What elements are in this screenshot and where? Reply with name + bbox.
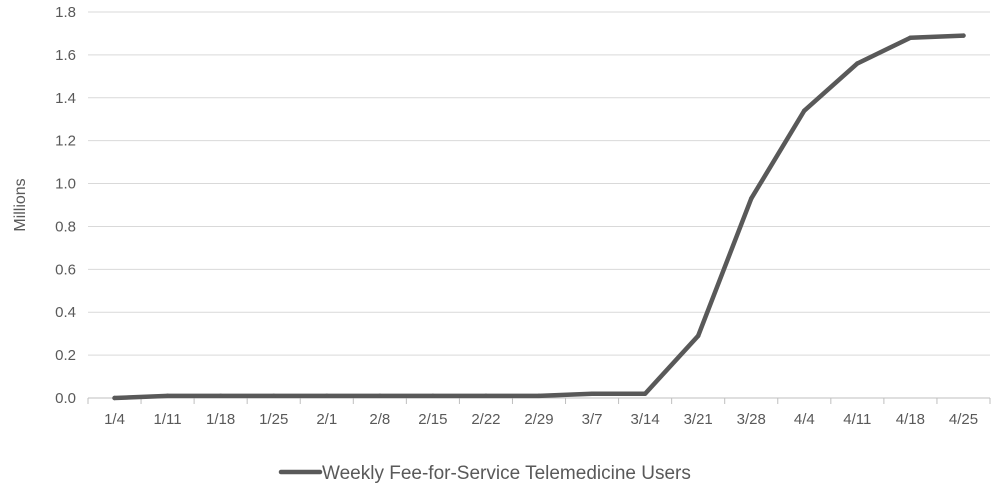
- x-tick-label: 2/29: [524, 411, 553, 428]
- legend: Weekly Fee-for-Service Telemedicine User…: [278, 463, 691, 484]
- data-point: [802, 108, 807, 113]
- x-tick-label: 4/25: [949, 411, 978, 428]
- x-tick-label: 4/11: [843, 411, 871, 428]
- data-point: [589, 391, 595, 396]
- x-tick-label: 4/18: [896, 411, 925, 428]
- x-tick-label: 1/4: [104, 411, 125, 428]
- data-point: [855, 61, 860, 66]
- data-point: [430, 393, 436, 399]
- data-point: [961, 33, 966, 38]
- data-point: [642, 391, 648, 396]
- x-tick-label: 1/25: [259, 411, 288, 428]
- x-tick-label: 2/15: [418, 411, 447, 428]
- data-point: [908, 35, 913, 40]
- series-layer: [112, 33, 966, 401]
- y-tick-label: 1.6: [55, 47, 76, 64]
- y-axis-title: Millions: [12, 178, 29, 231]
- data-point: [749, 196, 754, 201]
- x-tick-label: 1/11: [154, 411, 182, 428]
- y-tick-label: 1.0: [55, 176, 76, 193]
- y-tick-label: 0.2: [55, 347, 76, 364]
- x-axis: [87, 397, 991, 404]
- y-tick-label: 0.8: [55, 218, 76, 235]
- y-tick-label: 0.6: [55, 261, 76, 278]
- x-tick-label: 3/14: [631, 411, 660, 428]
- x-tick-label: 4/4: [794, 411, 815, 428]
- data-point: [377, 393, 383, 399]
- x-tick-labels: 1/4 1/11 1/18 1/25 2/1 2/8 2/15 2/22 2/29 3/7 3/14…: [104, 411, 978, 428]
- data-point: [112, 395, 117, 401]
- x-tick-label: 2/8: [369, 411, 390, 428]
- y-tick-label: 1.8: [55, 4, 76, 21]
- gridlines: [88, 11, 990, 356]
- x-tick-label: 2/1: [316, 411, 337, 428]
- x-tick-label: 2/22: [471, 411, 500, 428]
- y-tick-labels: 0.0 0.2 0.4 0.6 0.8 1.0 1.2 1.4 1.6 1.8: [55, 4, 76, 407]
- data-point: [324, 393, 329, 399]
- series-line: [112, 33, 966, 401]
- x-tick-label: 3/7: [582, 411, 603, 428]
- data-point: [271, 393, 276, 399]
- y-tick-label: 1.2: [55, 133, 76, 150]
- x-tick-label: 1/18: [206, 411, 235, 428]
- legend-label: Weekly Fee-for-Service Telemedicine User…: [322, 463, 691, 484]
- x-tick-label: 3/21: [684, 411, 713, 428]
- data-point: [165, 393, 170, 399]
- data-point: [218, 393, 223, 399]
- x-tick-label: 3/28: [737, 411, 766, 428]
- y-tick-label: 1.4: [55, 90, 76, 107]
- data-point: [695, 333, 701, 339]
- data-point: [483, 393, 489, 399]
- y-tick-label: 0.4: [55, 304, 76, 321]
- y-tick-label: 0.0: [55, 390, 76, 407]
- data-point: [536, 393, 542, 399]
